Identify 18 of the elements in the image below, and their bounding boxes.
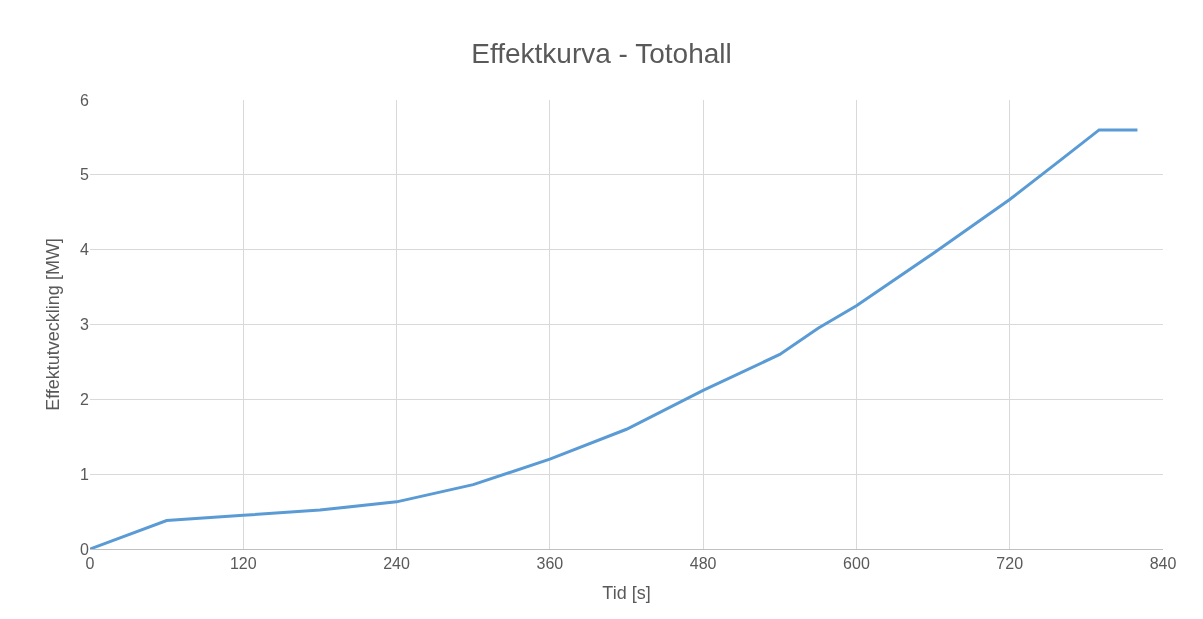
y-axis-title: Effektutveckling [MW]	[43, 238, 64, 411]
y-tick-label: 4	[80, 241, 90, 259]
y-tick-label: 6	[80, 91, 90, 109]
y-tick-label: 0	[80, 540, 90, 558]
x-tick-label: 360	[536, 555, 564, 573]
chart-title: Effektkurva - Totohall	[471, 37, 732, 69]
y-tick-label: 5	[80, 166, 90, 184]
y-tick-label: 2	[80, 390, 90, 408]
x-tick-label: 120	[229, 555, 257, 573]
x-tick-label: 840	[1149, 555, 1177, 573]
x-tick-label: 720	[996, 555, 1024, 573]
line-series	[90, 128, 1139, 549]
y-tick-label: 3	[80, 316, 90, 334]
x-tick-label: 480	[689, 555, 717, 573]
x-axis-title: Tid [s]	[602, 583, 651, 604]
x-tick-label: 240	[383, 555, 411, 573]
x-tick-label: 600	[843, 555, 870, 573]
y-tick-label: 1	[80, 465, 90, 483]
